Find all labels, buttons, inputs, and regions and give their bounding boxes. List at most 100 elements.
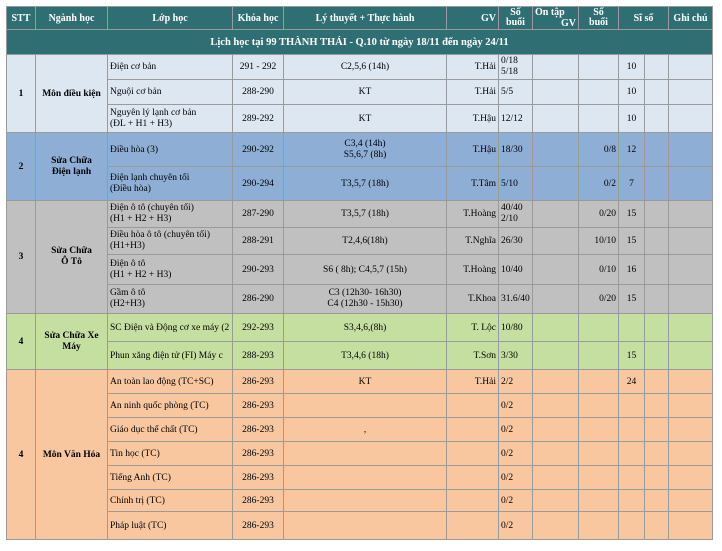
group-5-stt: 4 <box>6 369 36 540</box>
sessions: 18/30 <box>498 132 533 167</box>
header-row: STT Ngành học Lớp học Khóa học Lý thuyết… <box>6 6 714 30</box>
class-size <box>618 393 645 418</box>
course-range: 288-290 <box>232 79 284 105</box>
class-name: SC Điện và Động cơ xe máy (2 <box>107 313 233 342</box>
class-name: Điện ô tô (chuyên tối) (H1 + H2 + H3) <box>107 200 233 228</box>
class-size: 15 <box>618 341 645 370</box>
course-range: 292-293 <box>232 313 284 342</box>
group-2-name: Sửa Chữa Điện lạnh <box>35 132 108 201</box>
class-name: Gầm ô tô (H2+H3) <box>107 284 233 314</box>
group-4-name-line1: Sửa Chữa Xe <box>44 330 99 341</box>
header-stt: STT <box>6 6 36 30</box>
class-name: Điện lạnh chuyên tối (Điều hòa) <box>107 166 233 201</box>
class-name-line1: Điều hòa ô tô (chuyên tối) <box>110 230 210 240</box>
header-gv-2: GV <box>561 18 576 29</box>
course-range: 286-293 <box>232 441 284 466</box>
schedule-cell: T3,5,7 (18h) <box>283 166 447 201</box>
sessions: 40/40 2/10 <box>498 200 533 228</box>
header-ghi-chu: Ghi chú <box>668 6 714 30</box>
review-sessions <box>578 341 619 370</box>
table-row: Giáo dục thể chất (TC) 286-293 , 0/2 <box>7 417 714 442</box>
teacher: T.Hoàng <box>446 254 499 285</box>
class-size: 24 <box>618 369 645 394</box>
schedule-cell: S3,4,6,(8h) <box>283 313 447 342</box>
review-sessions: 10/10 <box>578 227 619 255</box>
class-name: Nguội cơ bản <box>107 79 233 105</box>
sessions-line1: 40/40 <box>501 203 523 213</box>
review-sessions <box>578 393 619 418</box>
class-name: Pháp luật (TC) <box>107 511 233 540</box>
sessions: 26/30 <box>498 227 533 255</box>
table-row: 4 Môn Văn Hóa An toàn lao động (TC+SC) 2… <box>6 369 714 540</box>
header-so-buoi-2-line2: buổi <box>589 17 608 28</box>
teacher: T.Hoàng <box>446 200 499 228</box>
course-range: 286-293 <box>232 489 284 512</box>
schedule-line2: C4 (12h30 - 15h30) <box>327 299 403 309</box>
class-size: 15 <box>618 227 645 255</box>
schedule-line2: S5,6,7 (8h) <box>343 149 387 160</box>
schedule-title: Lịch học tại 99 THÀNH THÁI - Q.10 từ ngà… <box>5 29 714 55</box>
teacher: T.Sơn <box>446 341 499 370</box>
schedule-line1: C3,4 (14h) <box>344 138 386 149</box>
header-on-tap: Ôn tập GV <box>532 6 579 30</box>
review-sessions <box>578 313 619 342</box>
header-so-buoi-2: Số buổi <box>578 6 619 30</box>
sessions: 0/2 <box>498 511 533 540</box>
sessions-line2: 2/10 <box>501 214 518 224</box>
course-range: 288-291 <box>232 227 284 255</box>
schedule-cell: KT <box>283 369 447 394</box>
class-name-line1: Điện ô tô <box>110 258 146 269</box>
teacher <box>446 417 499 442</box>
schedule-cell: C2,5,6 (14h) <box>283 54 447 80</box>
sessions: 0/2 <box>498 489 533 512</box>
course-range: 289-292 <box>232 104 284 133</box>
header-ly-thuyet: Lý thuyết + Thực hành <box>283 6 447 30</box>
sessions: 31.6/40 <box>498 284 533 314</box>
class-name: An toàn lao động (TC+SC) <box>107 369 233 394</box>
group-3-name: Sửa Chữa Ô Tô <box>35 200 108 314</box>
class-name-line2: (H1 + H2 + H3) <box>110 269 172 280</box>
teacher: T.Tâm <box>446 166 499 201</box>
class-size: 15 <box>618 284 645 314</box>
group-3-stt: 3 <box>6 200 36 314</box>
course-range: 290-293 <box>232 254 284 285</box>
class-size: 15 <box>618 200 645 228</box>
schedule-cell: KT <box>283 104 447 133</box>
review-sessions <box>578 54 619 80</box>
header-si-so: Sĩ số <box>617 6 670 30</box>
class-name: Điều hòa ô tô (chuyên tối) (H1+H3) <box>107 227 233 255</box>
table-row: Phun xăng điện tử (FI) Máy c 288-293 T3,… <box>7 341 714 370</box>
course-range: 291 - 292 <box>232 54 284 80</box>
class-name: Điện cơ bản <box>107 54 233 80</box>
class-size: 10 <box>618 104 645 133</box>
course-range: 286-293 <box>232 511 284 540</box>
table-row: Pháp luật (TC) 286-293 0/2 <box>7 511 714 540</box>
sessions: 10/80 <box>498 313 533 342</box>
sessions: 2/2 <box>498 369 533 394</box>
class-name: An ninh quốc phòng (TC) <box>107 393 233 418</box>
table-row: Chính trị (TC) 286-293 0/2 <box>7 489 714 512</box>
teacher: T.Khoa <box>446 284 499 314</box>
class-name: Tin học (TC) <box>107 441 233 466</box>
group-2-name-line2: Điện lạnh <box>51 166 92 177</box>
class-name-line2: (Điều hòa) <box>110 183 151 194</box>
teacher: T.Hậu <box>446 104 499 133</box>
schedule-line1: C3 (12h30- 16h30) <box>328 288 402 298</box>
header-so-buoi: Số buổi <box>498 6 533 30</box>
teacher: T.Hậu <box>446 132 499 167</box>
schedule-cell: C3,4 (14h) S5,6,7 (8h) <box>283 132 447 167</box>
table-row: Tin học (TC) 286-293 0/2 <box>7 441 714 466</box>
schedule-cell <box>283 465 447 490</box>
course-range: 287-290 <box>232 200 284 228</box>
teacher: T.Hải <box>446 369 499 394</box>
table-row: 4 Sửa Chữa Xe Máy SC Điện và Động cơ xe m… <box>6 313 714 370</box>
class-name-line1: Điện lạnh chuyên tối <box>110 172 190 183</box>
sessions: 10/40 <box>498 254 533 285</box>
class-size: 16 <box>618 254 645 285</box>
group-4-stt: 4 <box>6 313 36 370</box>
course-range: 286-293 <box>232 465 284 490</box>
table-row: Tiếng Anh (TC) 286-293 0/2 <box>7 465 714 490</box>
group-2-stt: 2 <box>6 132 36 201</box>
class-size: 12 <box>618 132 645 167</box>
schedule-cell <box>283 441 447 466</box>
